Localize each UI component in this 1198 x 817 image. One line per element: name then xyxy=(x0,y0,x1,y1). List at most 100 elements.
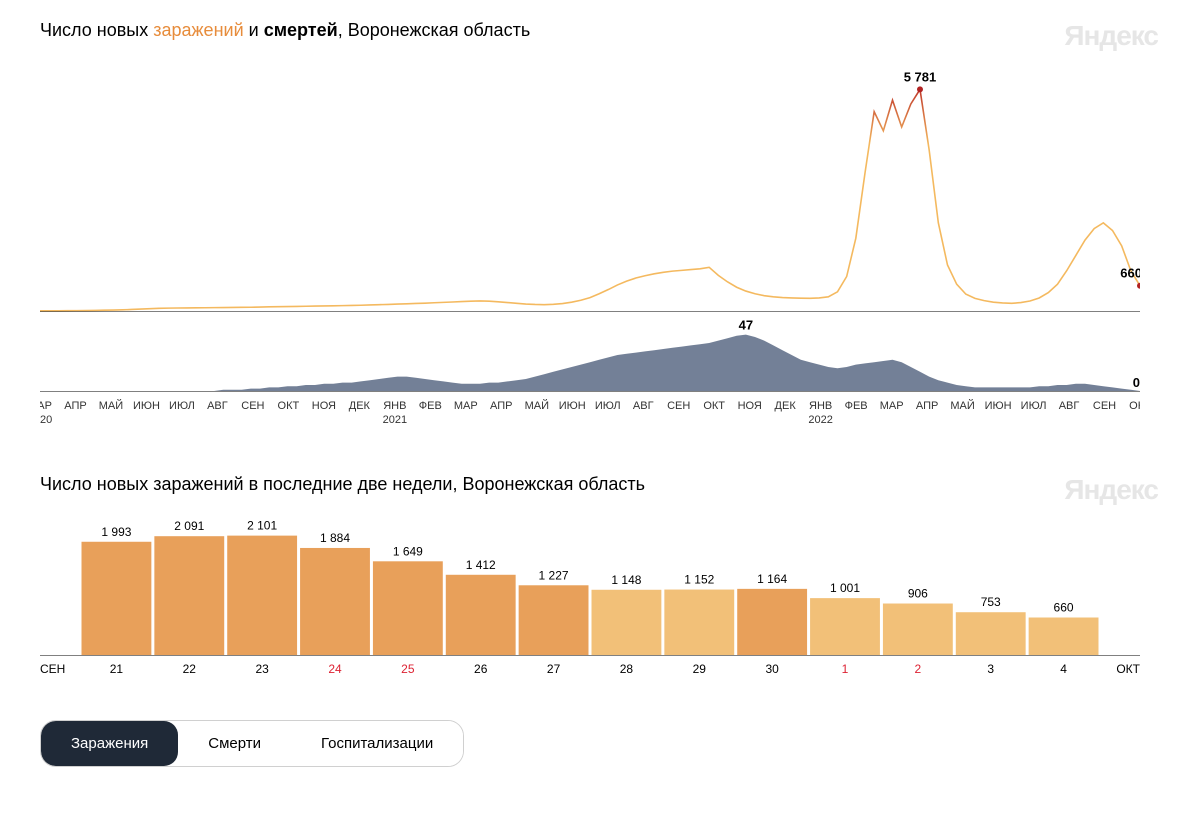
bar-value-label: 660 xyxy=(1054,601,1074,615)
infections-peak-dot xyxy=(917,86,923,92)
deaths-peak-label: 47 xyxy=(739,318,753,333)
month-label: ИЮН xyxy=(985,400,1012,412)
bar-value-label: 1 993 xyxy=(101,525,131,539)
bar-day-label: 24 xyxy=(328,662,342,676)
month-label: ИЮЛ xyxy=(169,400,195,412)
bar-day-label: 25 xyxy=(401,662,415,676)
watermark-logo: Яндекс xyxy=(1064,20,1158,52)
bar-value-label: 1 152 xyxy=(684,573,714,587)
month-label: СЕН xyxy=(1093,400,1116,412)
bar-value-label: 1 227 xyxy=(539,568,569,582)
bar-chart-block: Яндекс Число новых заражений в последние… xyxy=(40,474,1158,767)
month-label: СЕН xyxy=(667,400,690,412)
month-label: МАЙ xyxy=(950,399,974,412)
bar xyxy=(154,536,224,655)
infections-line xyxy=(40,89,1140,310)
tabs-group: ЗараженияСмертиГоспитализации xyxy=(40,720,464,767)
year-label: 2020 xyxy=(40,414,52,426)
bar-value-label: 906 xyxy=(908,587,928,601)
bar xyxy=(592,590,662,655)
month-label: ИЮЛ xyxy=(595,400,621,412)
month-label: ДЕК xyxy=(349,400,371,412)
month-label: ДЕК xyxy=(775,400,797,412)
month-label: ОКТ xyxy=(1129,400,1140,412)
bar-value-label: 1 148 xyxy=(611,573,641,587)
bar xyxy=(883,604,953,655)
month-label: МАР xyxy=(40,400,52,412)
infections-end-label: 660 xyxy=(1120,266,1140,281)
bar-left-month: СЕН xyxy=(40,662,65,676)
month-label: АПР xyxy=(916,400,938,412)
bar-day-label: 1 xyxy=(842,662,849,676)
deaths-end-label: 0 xyxy=(1133,375,1140,390)
bar xyxy=(446,575,516,655)
bar xyxy=(737,589,807,655)
year-label: 2021 xyxy=(383,414,407,426)
bar-day-label: 22 xyxy=(183,662,197,676)
bar-chart-svg: 1 993212 091222 101231 884241 649251 412… xyxy=(40,505,1140,695)
watermark-logo: Яндекс xyxy=(1064,474,1158,506)
bar-value-label: 2 091 xyxy=(174,519,204,533)
month-label: ИЮЛ xyxy=(1021,400,1047,412)
month-label: ИЮН xyxy=(133,400,160,412)
bar-value-label: 753 xyxy=(981,595,1001,609)
tab-госпитализации[interactable]: Госпитализации xyxy=(291,721,463,766)
bar-value-label: 1 164 xyxy=(757,572,787,586)
bar-day-label: 30 xyxy=(765,662,779,676)
month-label: ОКТ xyxy=(278,400,300,412)
month-label: ФЕВ xyxy=(845,400,868,412)
bar xyxy=(1029,618,1099,656)
infections-peak-label: 5 781 xyxy=(904,69,937,84)
bar-value-label: 1 001 xyxy=(830,581,860,595)
month-label: АПР xyxy=(490,400,512,412)
top-chart-area: 5 781 660 47 0 МАР АПР МАЙ ИЮН ИЮЛ АВГ СЕН ОКТ НОЯ ДЕ… xyxy=(40,51,1158,444)
month-label: АПР xyxy=(64,400,86,412)
bar-chart-area: 1 993212 091222 101231 884241 649251 412… xyxy=(40,505,1158,700)
bar xyxy=(810,598,880,655)
infections-end-dot xyxy=(1137,283,1140,289)
bar-value-label: 1 884 xyxy=(320,531,350,545)
bar-value-label: 2 101 xyxy=(247,519,277,533)
bar-day-label: 26 xyxy=(474,662,488,676)
month-label: МАЙ xyxy=(525,399,549,412)
bar xyxy=(373,561,443,655)
month-label: МАР xyxy=(454,400,478,412)
month-label: МАР xyxy=(880,400,904,412)
bar-value-label: 1 412 xyxy=(466,558,496,572)
title-word-deaths: смертей xyxy=(264,20,338,40)
deaths-area xyxy=(40,335,1140,391)
year-label: 2022 xyxy=(808,414,832,426)
bar-value-label: 1 649 xyxy=(393,544,423,558)
month-label: ЯНВ xyxy=(809,400,832,412)
month-label: ОКТ xyxy=(703,400,725,412)
tab-смерти[interactable]: Смерти xyxy=(178,721,291,766)
month-label: НОЯ xyxy=(312,400,336,412)
top-chart-title: Число новых заражений и смертей, Воронеж… xyxy=(40,20,1158,41)
bar-day-label: 21 xyxy=(110,662,124,676)
bar xyxy=(956,612,1026,655)
bar-day-label: 2 xyxy=(915,662,922,676)
bar-day-label: 4 xyxy=(1060,662,1067,676)
month-label: ФЕВ xyxy=(419,400,442,412)
bar-right-month: ОКТ xyxy=(1116,662,1140,676)
bar-day-label: 23 xyxy=(255,662,269,676)
title-suffix: , Воронежская область xyxy=(338,20,531,40)
top-chart-block: Яндекс Число новых заражений и смертей, … xyxy=(40,20,1158,444)
title-mid: и xyxy=(244,20,264,40)
month-label: АВГ xyxy=(633,400,654,412)
month-label: АВГ xyxy=(1059,400,1080,412)
month-label: СЕН xyxy=(241,400,264,412)
bar xyxy=(82,542,152,655)
month-label: ЯНВ xyxy=(383,400,406,412)
bar xyxy=(227,536,297,655)
bar xyxy=(519,585,589,655)
tab-заражения[interactable]: Заражения xyxy=(41,721,178,766)
month-label: НОЯ xyxy=(738,400,762,412)
bar-chart-title: Число новых заражений в последние две не… xyxy=(40,474,1158,495)
bar-day-label: 29 xyxy=(693,662,707,676)
bar xyxy=(300,548,370,655)
title-prefix: Число новых xyxy=(40,20,153,40)
month-label: ИЮН xyxy=(559,400,586,412)
title-word-infections: заражений xyxy=(153,20,243,40)
bar xyxy=(664,590,734,655)
